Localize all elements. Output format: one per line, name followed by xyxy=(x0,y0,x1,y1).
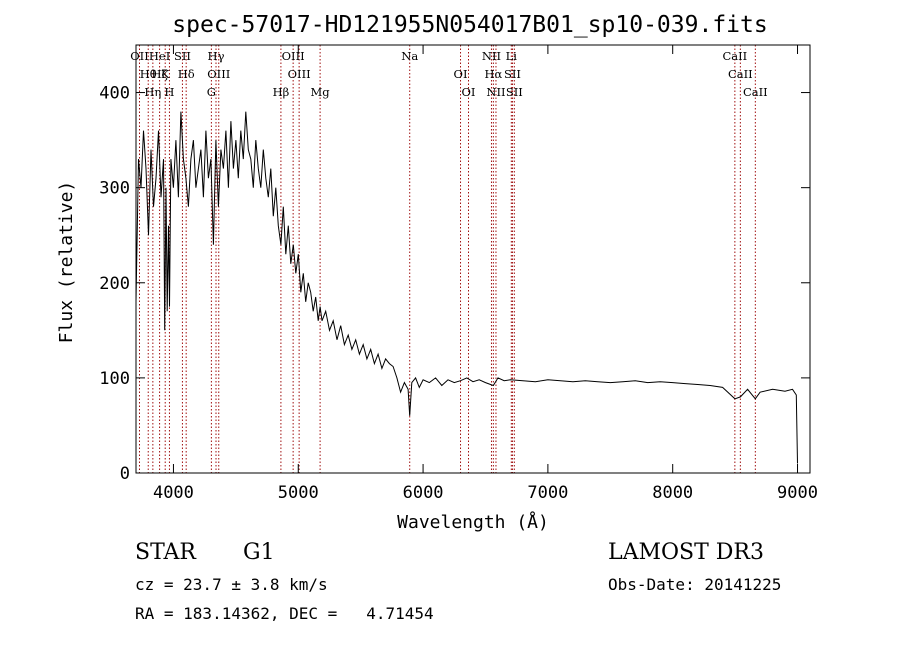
object-class: STAR xyxy=(135,540,196,565)
x-tick-label: 5000 xyxy=(278,483,319,503)
line-label: OI xyxy=(454,67,468,81)
line-label: G xyxy=(207,85,216,99)
y-tick-label: 200 xyxy=(99,274,130,294)
line-label: SII xyxy=(506,85,523,99)
line-label: Hθ xyxy=(140,67,157,81)
y-tick-label: 0 xyxy=(120,464,130,484)
object-subclass: G1 xyxy=(243,540,275,565)
redshift-cz: cz = 23.7 ± 3.8 km/s xyxy=(135,575,328,594)
line-label: NII xyxy=(486,85,505,99)
x-tick-label: 9000 xyxy=(777,483,818,503)
spectral-line-labels: OIIHθHηHeIHζKHSIIHδGHγOIIIHβOIIIOIIIMgNa… xyxy=(130,49,767,99)
line-label: Hδ xyxy=(178,67,195,81)
line-label: H xyxy=(164,85,174,99)
line-label: Hγ xyxy=(208,49,225,63)
line-label: OIII xyxy=(207,67,230,81)
line-label: OIII xyxy=(288,67,311,81)
line-label: NII xyxy=(482,49,501,63)
plot-frame xyxy=(135,44,811,474)
y-axis-label: Flux (relative) xyxy=(56,181,77,344)
x-tick-label: 4000 xyxy=(153,483,194,503)
line-label: HeI xyxy=(149,49,170,63)
chart-title: spec-57017-HD121955N054017B01_sp10-039.f… xyxy=(172,12,767,38)
line-label: CaII xyxy=(728,67,753,81)
spectral-line-markers xyxy=(138,45,756,473)
observation-date: Obs-Date: 20141225 xyxy=(608,575,782,594)
line-label: CaII xyxy=(722,49,747,63)
coordinates: RA = 183.14362, DEC = 4.71454 xyxy=(135,604,434,623)
y-tick-label: 100 xyxy=(99,369,130,389)
x-tick-label: 7000 xyxy=(527,483,568,503)
line-label: CaII xyxy=(743,85,768,99)
y-axis: 0 100 200 300 400 xyxy=(99,84,810,484)
line-label: OII xyxy=(130,49,149,63)
line-label: Hβ xyxy=(273,85,290,99)
spectrum-line xyxy=(135,111,798,464)
line-label: SII xyxy=(174,49,191,63)
line-label: K xyxy=(161,67,170,81)
x-axis-label: Wavelength (Å) xyxy=(397,511,549,533)
line-label: OI xyxy=(462,85,476,99)
y-tick-label: 300 xyxy=(99,179,130,199)
y-tick-label: 400 xyxy=(99,84,130,104)
line-label: Hζ xyxy=(151,67,167,81)
line-label: Hα xyxy=(484,67,502,81)
line-label: SII xyxy=(504,67,521,81)
line-label: Li xyxy=(506,49,518,63)
x-tick-label: 8000 xyxy=(652,483,693,503)
line-label: OIII xyxy=(282,49,305,63)
x-tick-label: 6000 xyxy=(403,483,444,503)
line-label: Mg xyxy=(311,85,331,99)
line-label: Na xyxy=(401,49,418,63)
survey-name: LAMOST DR3 xyxy=(608,540,764,565)
line-label: Hη xyxy=(144,85,161,99)
x-axis: 4000 5000 6000 7000 8000 9000 xyxy=(153,45,818,503)
